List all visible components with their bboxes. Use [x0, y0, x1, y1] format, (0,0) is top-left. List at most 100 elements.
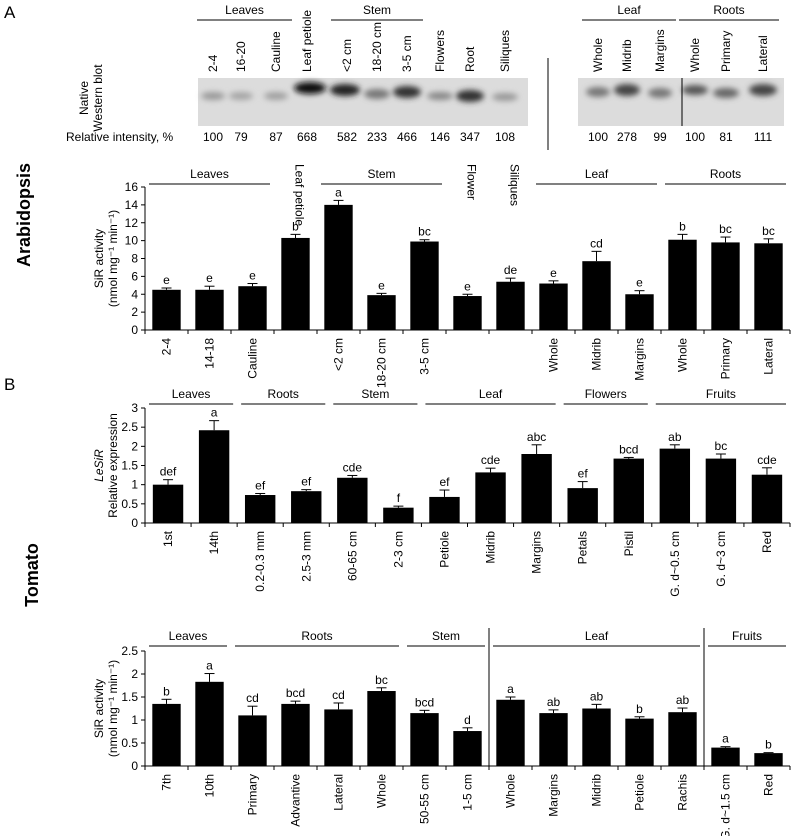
x-tick-label: Whole — [676, 338, 690, 372]
x-tick-label: Midrib — [484, 531, 498, 564]
significance-letter: bc — [762, 224, 775, 238]
x-tick-label: Whole — [504, 774, 518, 808]
intensity-value: 100 — [588, 130, 608, 144]
significance-letter: f — [397, 491, 401, 505]
bar — [238, 286, 267, 330]
y-tick-label: 1.5 — [121, 690, 138, 704]
significance-letter: e — [163, 273, 170, 287]
lane-label: Whole — [688, 38, 702, 72]
bar — [152, 703, 181, 766]
blot-bands — [201, 82, 777, 102]
significance-letter: e — [464, 279, 471, 293]
significance-letter: bcd — [286, 686, 305, 700]
x-tick-label: 0.2-0.3 mm — [253, 531, 267, 592]
significance-letter: bc — [719, 222, 732, 236]
group-label: Leaf — [585, 629, 609, 643]
intensity-value: 582 — [337, 130, 357, 144]
significance-letter: b — [679, 219, 686, 233]
significance-letter: a — [211, 406, 218, 420]
intensity-value: 79 — [234, 130, 248, 144]
y-tick-label: 3 — [131, 401, 138, 415]
significance-letter: ab — [547, 695, 561, 709]
lane-label: <2 cm — [340, 39, 354, 72]
bar — [291, 491, 322, 523]
significance-letter: cde — [481, 453, 501, 467]
bar — [521, 454, 552, 523]
x-tick-label: 1-5 cm — [461, 774, 475, 811]
lane-label: 16-20 — [234, 41, 248, 72]
x-tick-label: 2.5-3 mm — [299, 531, 313, 582]
significance-letter: bc — [375, 673, 388, 687]
group-label: Roots — [268, 387, 299, 401]
lane-label: Primary — [719, 31, 733, 72]
x-tick-label: 10th — [203, 774, 217, 797]
significance-letter: ab — [676, 693, 690, 707]
x-tick-label: 60-65 cm — [345, 531, 359, 581]
bar — [324, 204, 353, 330]
x-tick-label: Advantive — [289, 774, 303, 827]
lane-label: Leaf petiole — [300, 10, 314, 72]
group-label: Leaf — [617, 3, 641, 17]
x-tick-label: Whole — [375, 774, 389, 808]
y-axis-title: Relative expression — [106, 413, 120, 518]
bar — [496, 281, 525, 330]
bar — [539, 713, 568, 766]
bar — [324, 709, 353, 766]
significance-letter: b — [292, 219, 299, 233]
significance-letter: d — [464, 713, 471, 727]
lane-label: 2-4 — [206, 54, 220, 72]
bar — [582, 261, 611, 330]
group-label: Fruits — [706, 387, 736, 401]
significance-letter: ef — [255, 478, 266, 492]
bar — [668, 239, 697, 330]
group-label: Stem — [363, 3, 391, 17]
group-label: Leaf — [479, 387, 503, 401]
group-label: Stem — [361, 387, 389, 401]
significance-letter: ef — [439, 475, 450, 489]
bar — [613, 458, 644, 523]
lane-label: Cauline — [269, 31, 283, 72]
x-tick-label: Margins — [547, 774, 561, 817]
intensity-value: 100 — [203, 130, 223, 144]
bar — [567, 488, 598, 523]
significance-letter: a — [507, 682, 514, 696]
group-label: Leaves — [172, 387, 211, 401]
x-tick-label: Lateral — [762, 338, 776, 375]
bar — [754, 753, 783, 766]
y-tick-label: 2.5 — [121, 420, 138, 434]
x-tick-label: 14-18 — [203, 338, 217, 369]
x-tick-label: Whole — [547, 338, 561, 372]
x-tick-label: 3-5 cm — [418, 338, 432, 375]
x-tick-label: Petiole — [633, 774, 647, 811]
significance-letter: e — [249, 269, 256, 283]
bar — [410, 713, 439, 766]
y-tick-label: 12 — [125, 216, 139, 230]
x-tick-label: Red — [762, 774, 776, 796]
bar — [198, 430, 230, 523]
significance-letter: cde — [757, 453, 777, 467]
x-tick-label: Cauline — [246, 338, 260, 379]
blot-row-label: Native — [77, 81, 91, 115]
x-tick-label: Petals — [576, 531, 590, 564]
lane-label: Siliques — [498, 30, 512, 72]
bar — [429, 496, 460, 523]
bar — [195, 681, 224, 766]
bar — [659, 448, 691, 523]
group-label: Roots — [301, 629, 332, 643]
bar — [238, 715, 267, 766]
group-label: Leaves — [225, 3, 264, 17]
x-tick-label: G. d~1.5 cm — [719, 774, 733, 836]
significance-letter: b — [636, 702, 643, 716]
x-tick-label: Margins — [633, 338, 647, 381]
intensity-value: 111 — [754, 130, 773, 144]
y-tick-label: 1 — [131, 478, 138, 492]
significance-letter: a — [335, 185, 342, 199]
significance-letter: e — [636, 276, 643, 290]
bar — [367, 691, 396, 766]
significance-letter: bcd — [619, 442, 638, 456]
y-tick-label: 2 — [131, 305, 138, 319]
significance-letter: de — [504, 263, 518, 277]
y-tick-label: 14 — [125, 198, 139, 212]
blot-image — [578, 78, 784, 126]
